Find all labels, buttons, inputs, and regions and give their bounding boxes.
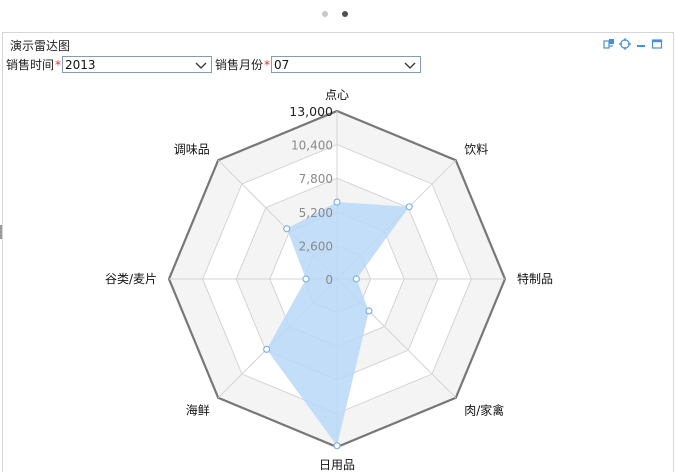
data-point bbox=[283, 225, 291, 233]
category-label: 点心 bbox=[325, 88, 349, 102]
data-point bbox=[263, 345, 271, 353]
tick-label: 2,600 bbox=[299, 239, 333, 253]
category-label: 肉/家禽 bbox=[464, 402, 504, 417]
data-point bbox=[302, 275, 310, 283]
tick-label: 7,800 bbox=[299, 172, 333, 186]
data-area bbox=[266, 202, 410, 446]
year-select[interactable]: 2013 bbox=[62, 56, 213, 73]
year-label: 销售时间* bbox=[6, 58, 62, 72]
data-point bbox=[333, 198, 341, 206]
data-point bbox=[352, 275, 360, 283]
category-label: 谷类/麦片 bbox=[105, 272, 157, 286]
chevron-down-icon bbox=[404, 62, 416, 69]
chevron-down-icon bbox=[195, 62, 207, 69]
panel-toolbar bbox=[603, 38, 663, 50]
resize-handle[interactable] bbox=[0, 225, 2, 239]
category-label: 日用品 bbox=[319, 458, 355, 472]
top-bar bbox=[0, 0, 676, 32]
radar-chart: 0 2,600 5,200 7,800 10,400 13,000 点心饮料特制品肉/家禽日… bbox=[105, 88, 553, 472]
category-label: 特制品 bbox=[517, 271, 553, 286]
month-select[interactable]: 07 bbox=[271, 56, 422, 73]
page-dot-2[interactable] bbox=[342, 11, 348, 17]
tick-label: 13,000 bbox=[289, 104, 333, 119]
page-dot-1[interactable] bbox=[322, 11, 328, 17]
category-label: 饮料 bbox=[464, 143, 488, 157]
month-label: 销售月份* bbox=[215, 58, 271, 72]
crosshair-icon[interactable] bbox=[619, 38, 631, 50]
tick-label: 5,200 bbox=[299, 206, 333, 220]
filter-bar: 销售时间* 2013 销售月份* 07 bbox=[6, 56, 422, 73]
category-label: 海鲜 bbox=[186, 402, 210, 417]
category-label: 调味品 bbox=[174, 143, 210, 157]
data-point bbox=[365, 307, 373, 315]
panel-title: 演示雷达图 bbox=[10, 39, 71, 53]
tick-label: 10,400 bbox=[291, 139, 333, 153]
data-point bbox=[333, 442, 341, 450]
page-indicator bbox=[322, 11, 348, 19]
month-value: 07 bbox=[274, 57, 290, 72]
minimize-icon[interactable] bbox=[635, 38, 647, 50]
tick-label: 0 bbox=[325, 273, 333, 287]
export-icon[interactable] bbox=[603, 38, 615, 50]
year-value: 2013 bbox=[65, 57, 96, 72]
data-point bbox=[405, 203, 413, 211]
maximize-icon[interactable] bbox=[651, 38, 663, 50]
